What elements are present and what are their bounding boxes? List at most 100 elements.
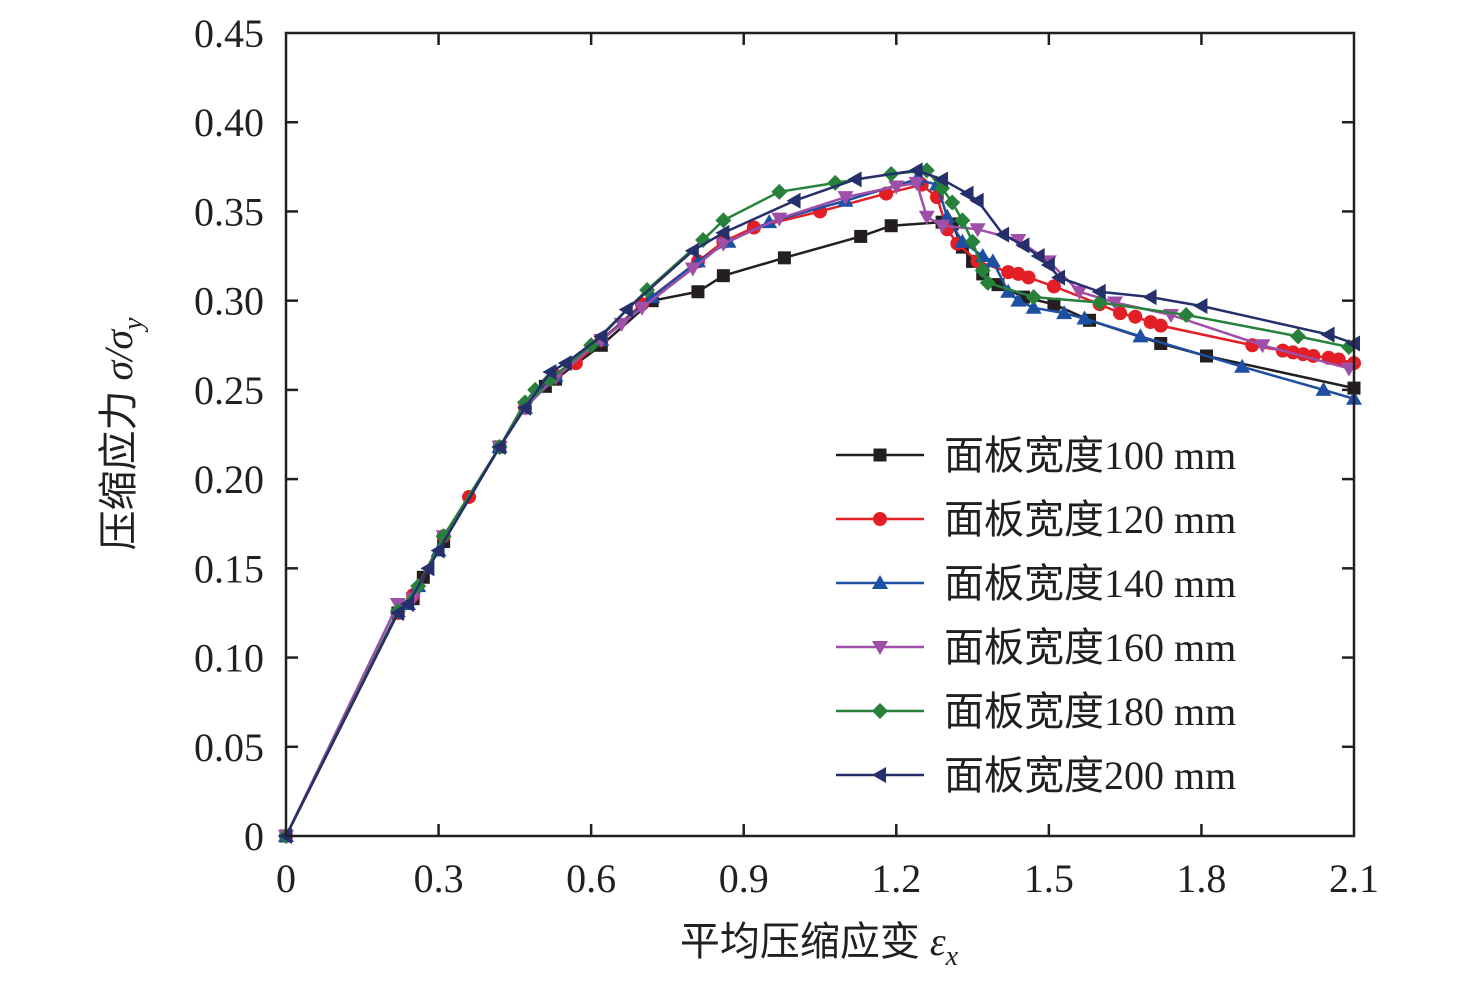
- legend-marker: [872, 767, 886, 783]
- data-point-s4-19: [969, 223, 986, 238]
- data-point-s2-27: [1113, 306, 1128, 321]
- data-point-s6-16: [908, 162, 923, 179]
- data-point-s6-15: [847, 171, 862, 188]
- data-point-s4-11: [684, 262, 701, 277]
- data-point-s6-22: [1030, 248, 1045, 265]
- legend-label-suffix: 100 mm: [1104, 433, 1236, 478]
- plot-frame: [284, 31, 1356, 838]
- data-point-s4-13: [771, 212, 788, 227]
- data-point-s5-13: [771, 183, 788, 200]
- data-point-s3-28: [1315, 381, 1332, 396]
- data-point-s5-23: [1025, 289, 1042, 306]
- data-point-s4-14: [837, 191, 854, 206]
- legend-item-2: 面板宽度120 mm: [836, 497, 1236, 543]
- data-point-s3-26: [1132, 328, 1149, 343]
- data-point-s3-22: [1010, 292, 1027, 307]
- legend-label: 面板宽度160 mm: [944, 625, 1236, 671]
- data-point-s6-8: [542, 364, 557, 381]
- data-point-s6-12: [684, 242, 699, 259]
- data-point-s2-24: [1021, 270, 1036, 285]
- data-point-s6-7: [517, 399, 532, 416]
- data-point-s4-10: [634, 301, 650, 316]
- y-tick-label: 0.30: [194, 279, 264, 324]
- x-tick-label: 2.1: [1329, 856, 1379, 901]
- legend-item-1: 面板宽度100 mm: [836, 433, 1236, 479]
- y-tick-label: 0.10: [194, 636, 264, 681]
- data-point-s3-21: [1000, 283, 1017, 298]
- data-point-s6-21: [1015, 237, 1030, 254]
- data-point-s1-14: [777, 251, 791, 265]
- data-point-s5-11: [695, 231, 712, 248]
- y-axis-title: 压缩应力 σ/σy: [96, 317, 149, 551]
- data-point-s3-24: [1056, 305, 1073, 320]
- data-point-s6-6: [491, 438, 506, 455]
- y-tick-label: 0.15: [194, 546, 264, 591]
- data-point-s1-13: [716, 269, 730, 283]
- data-point-s2-30: [1153, 318, 1168, 333]
- data-point-s6-19: [969, 192, 984, 209]
- data-point-s5-26: [1290, 328, 1307, 345]
- data-point-s6-10: [593, 328, 608, 345]
- y-tick-label: 0.40: [194, 100, 264, 145]
- x-tick-label: 1.8: [1176, 856, 1226, 901]
- data-point-s5-20: [964, 233, 981, 250]
- x-tick-label: 1.5: [1024, 856, 1074, 901]
- y-axis-label-text: 压缩应力: [96, 391, 142, 551]
- data-point-s6-11: [618, 301, 633, 318]
- legend-label: 面板宽度180 mm: [944, 689, 1236, 735]
- data-point-s5-22: [979, 274, 996, 291]
- data-point-s3-23: [1025, 299, 1042, 314]
- data-point-s6-4: [420, 560, 435, 577]
- legend-label-prefix: 面板宽度: [944, 689, 1104, 735]
- legend-item-6: 面板宽度200 mm: [836, 753, 1236, 799]
- y-axis-symbol: σ/σ: [96, 329, 141, 381]
- y-tick-label: 0.20: [194, 457, 264, 502]
- x-tick-label: 0.9: [719, 856, 769, 901]
- data-point-s4-16: [908, 176, 925, 191]
- data-point-s1-12: [691, 285, 705, 299]
- data-point-s5-25: [1178, 306, 1195, 323]
- data-point-s4-22: [1071, 285, 1088, 300]
- data-point-s3-20: [984, 253, 1001, 268]
- x-tick-label: 1.2: [871, 856, 921, 901]
- legend-item-4: 面板宽度160 mm: [836, 625, 1236, 671]
- data-point-s1-24: [1047, 297, 1061, 311]
- legend-label-suffix: 200 mm: [1104, 753, 1236, 798]
- series-6: [278, 162, 1360, 844]
- legend-marker: [873, 448, 887, 462]
- data-point-s6-17: [934, 171, 949, 188]
- legend-marker: [872, 703, 888, 719]
- data-point-s6-9: [557, 355, 572, 372]
- y-tick-label: 0: [244, 814, 264, 859]
- data-point-s4-18: [934, 219, 951, 234]
- x-axis-subscript: x: [945, 941, 959, 972]
- data-point-s3-10: [644, 289, 661, 304]
- legend-item-5: 面板宽度180 mm: [836, 689, 1236, 735]
- x-axis-ticks: 0 0.3 0.6 0.9 1.2 1.5 1.8 2.1: [276, 33, 1379, 901]
- data-point-s1-16: [884, 219, 898, 233]
- y-axis-ticks: 0 0.05 0.10 0.15 0.20 0.25 0.30 0.35 0.40 0.45: [194, 11, 1354, 859]
- x-axis-symbol: ε: [930, 919, 946, 964]
- data-point-s6-28: [1320, 326, 1335, 343]
- legend-label-suffix: 140 mm: [1104, 561, 1236, 606]
- legend-label-suffix: 120 mm: [1104, 497, 1236, 542]
- data-point-s6-3: [400, 596, 415, 613]
- legend-label-prefix: 面板宽度: [944, 625, 1104, 671]
- legend-label-suffix: 180 mm: [1104, 689, 1236, 734]
- data-point-s2-25: [1046, 279, 1061, 294]
- x-axis-title: 平均压缩应变 εx: [680, 919, 959, 972]
- data-point-s6-5: [430, 542, 445, 559]
- data-point-s4-15: [888, 180, 905, 195]
- x-tick-label: 0: [276, 856, 296, 901]
- axes: [284, 31, 1356, 838]
- y-axis-subscript: y: [118, 317, 149, 333]
- legend-label-prefix: 面板宽度: [944, 497, 1104, 543]
- legend-label: 面板宽度100 mm: [944, 433, 1236, 479]
- legend-label-prefix: 面板宽度: [944, 753, 1104, 799]
- data-point-s6-23: [1040, 256, 1055, 273]
- data-point-s6-18: [959, 185, 974, 202]
- legend-label: 面板宽度200 mm: [944, 753, 1236, 799]
- data-point-s5-19: [954, 212, 971, 229]
- x-tick-label: 0.6: [566, 856, 616, 901]
